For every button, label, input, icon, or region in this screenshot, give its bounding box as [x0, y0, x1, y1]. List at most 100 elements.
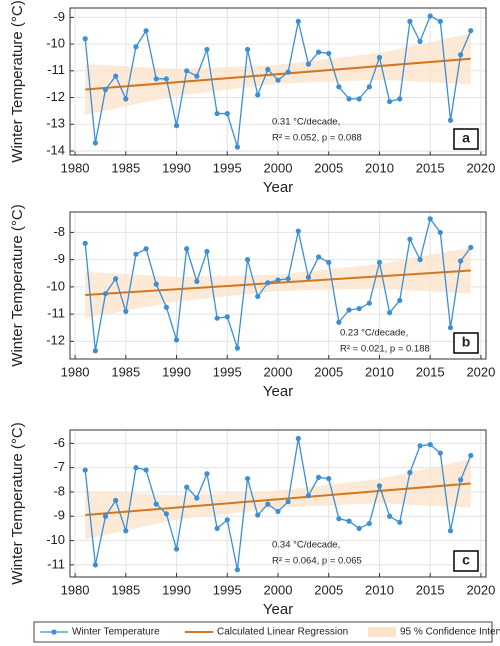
data-point: [305, 493, 312, 499]
x-tick-label: 2000: [264, 160, 293, 175]
legend-label: Winter Temperature: [72, 627, 160, 638]
x-tick-label: 2020: [466, 582, 495, 597]
data-point: [133, 251, 139, 257]
data-point: [407, 469, 413, 476]
x-axis-label: Year: [263, 383, 293, 400]
data-point: [295, 435, 301, 442]
data-point: [417, 443, 423, 449]
data-point: [234, 345, 241, 351]
data-point: [184, 484, 190, 490]
data-point: [458, 258, 464, 264]
data-point: [102, 291, 109, 297]
x-tick-label: 2010: [365, 160, 394, 175]
legend-swatch: [368, 627, 396, 637]
data-point: [305, 274, 312, 280]
plot-frame: [69, 7, 487, 156]
data-point: [356, 306, 362, 312]
y-axis-label: Winter Temperature (°C): [9, 0, 26, 162]
data-point: [427, 13, 433, 19]
data-point: [224, 314, 230, 320]
y-tick-label: -10: [46, 36, 65, 51]
data-point: [214, 315, 220, 321]
data-point: [315, 474, 322, 480]
data-point: [143, 246, 149, 252]
x-axis-label: Year: [263, 179, 293, 196]
x-tick-label: 2005: [314, 364, 343, 379]
data-point: [123, 96, 129, 102]
data-point: [133, 465, 139, 471]
data-point: [285, 499, 291, 505]
data-point: [275, 508, 281, 514]
data-point: [336, 319, 342, 325]
x-tick-label: 2010: [365, 364, 394, 379]
data-point: [285, 276, 291, 282]
data-point: [214, 110, 220, 117]
data-point: [133, 44, 139, 50]
data-point: [265, 280, 271, 286]
data-point: [244, 257, 251, 263]
data-point: [397, 96, 403, 102]
data-point: [265, 501, 271, 507]
y-tick-label: -8: [53, 483, 65, 498]
data-point: [102, 86, 109, 93]
data-point: [437, 229, 443, 236]
y-axis-label: Winter Temperature (°C): [9, 422, 26, 584]
data-point: [204, 471, 210, 477]
data-point: [82, 467, 88, 473]
data-point: [92, 140, 98, 146]
x-tick-label: 2020: [466, 364, 495, 379]
data-point: [417, 257, 423, 263]
plot-frame: [69, 429, 487, 578]
data-point: [102, 513, 109, 519]
data-point: [123, 528, 129, 534]
data-point: [366, 300, 372, 306]
data-point: [234, 144, 241, 150]
data-point: [234, 567, 241, 573]
y-tick-label: -7: [53, 459, 65, 474]
data-point: [173, 546, 180, 552]
x-tick-label: 1995: [213, 364, 242, 379]
y-tick-label: -9: [53, 251, 65, 266]
data-point: [143, 467, 149, 473]
annotation: R² = 0.052, p = 0.088: [272, 133, 362, 144]
data-point: [82, 240, 88, 246]
data-point: [366, 84, 372, 90]
regression-line: [85, 269, 471, 297]
data-point: [376, 483, 383, 489]
data-point: [163, 304, 169, 310]
data-point: [305, 61, 312, 67]
legend-swatch: [51, 629, 57, 635]
data-point: [458, 477, 464, 483]
y-tick-label: -12: [46, 333, 65, 348]
data-point: [346, 96, 352, 102]
data-point: [153, 501, 159, 507]
panel-label-box: [453, 550, 479, 572]
y-tick-label: -11: [47, 556, 65, 571]
data-point: [184, 68, 190, 74]
x-tick-label: 1980: [61, 364, 90, 379]
data-point: [437, 18, 443, 24]
data-point: [285, 69, 291, 75]
data-point: [437, 450, 443, 456]
x-tick-label: 1985: [111, 582, 140, 597]
legend-label: Calculated Linear Regression: [217, 627, 348, 638]
data-point: [113, 497, 119, 504]
x-tick-label: 1985: [111, 364, 140, 379]
x-tick-label: 1990: [162, 364, 191, 379]
x-tick-label: 2015: [416, 364, 445, 379]
data-point: [366, 520, 372, 527]
data-point: [265, 66, 271, 73]
data-point: [92, 348, 98, 354]
data-point: [143, 28, 149, 34]
data-point: [397, 297, 403, 304]
x-tick-label: 2000: [264, 364, 293, 379]
data-point: [458, 52, 464, 58]
data-point: [326, 259, 332, 265]
data-point: [244, 46, 251, 53]
y-tick-label: -11: [47, 306, 65, 321]
data-point: [326, 475, 332, 482]
panel-label-box: [453, 128, 479, 150]
data-point: [326, 50, 332, 57]
data-point: [113, 73, 119, 79]
data-point: [376, 259, 383, 265]
